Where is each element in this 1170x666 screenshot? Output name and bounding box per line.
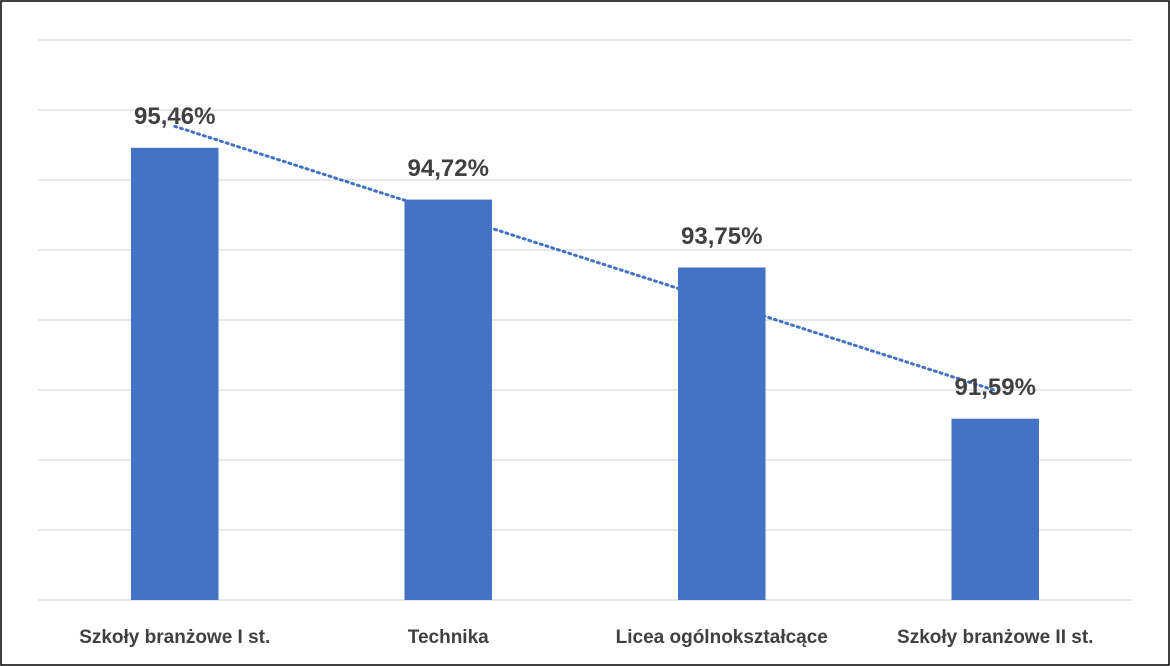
data-label: 94,72% [408,155,489,182]
x-tick-label: Technika [408,627,489,648]
bar [677,267,766,600]
x-tick-label: Szkoły branżowe II st. [897,627,1093,648]
data-label: 95,46% [134,103,215,130]
x-tick-label: Licea ogólnokształcące [616,627,828,648]
bar [951,418,1040,600]
bar [130,147,219,601]
data-label: 93,75% [681,223,762,250]
bar [404,199,493,600]
data-label: 91,59% [955,374,1036,401]
x-tick-label: Szkoły branżowe I st. [79,627,270,648]
trendline [173,124,997,392]
